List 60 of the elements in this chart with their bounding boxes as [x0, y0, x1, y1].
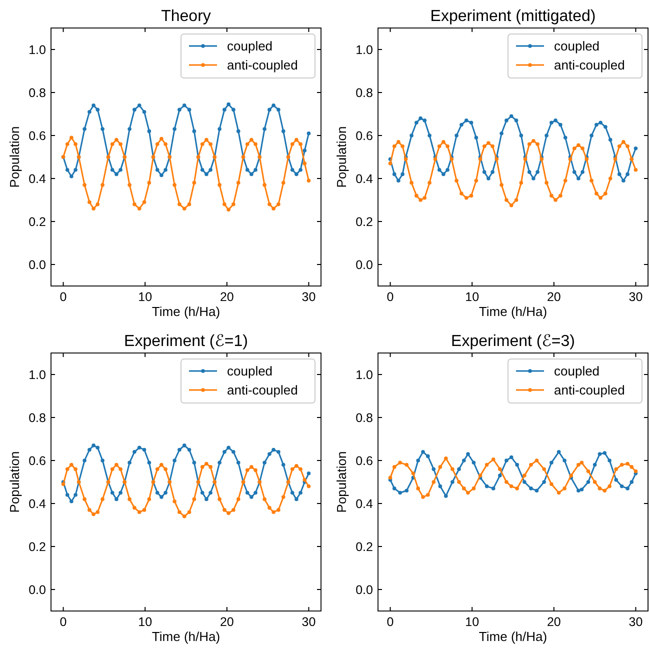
x-tick-label: 10 — [138, 290, 152, 304]
chart-title: Theory — [161, 8, 211, 25]
y-tick-label: 1.0 — [356, 368, 374, 382]
x-tick-label: 0 — [386, 615, 394, 629]
y-tick-label: 0.4 — [356, 496, 374, 511]
x-axis-title: Time (h/Ha) — [478, 629, 548, 644]
x-tick-label: 30 — [302, 615, 316, 629]
y-axis-title: Population — [334, 451, 349, 513]
y-tick-label: 0.8 — [356, 86, 374, 100]
y-tick-label: 0.6 — [28, 128, 46, 143]
x-tick-label: 20 — [546, 290, 561, 304]
y-tick-label: 0.6 — [356, 128, 374, 143]
y-tick-label: 0.0 — [28, 582, 46, 597]
y-tick-label: 0.6 — [356, 454, 374, 468]
x-tick-label: 0 — [386, 290, 394, 304]
y-tick-label: 1.0 — [28, 42, 46, 57]
x-axis-title: Time (h/Ha) — [152, 629, 220, 644]
chart-title: Experiment (ℰ=1) — [124, 333, 248, 350]
legend-label: anti-coupled — [554, 58, 625, 72]
y-tick-label: 0.8 — [28, 86, 46, 100]
legend-label: coupled — [554, 38, 600, 54]
legend-label: coupled — [227, 364, 273, 378]
y-tick-label: 0.2 — [356, 214, 374, 229]
y-tick-label: 0.4 — [28, 496, 46, 511]
chart-title: Experiment (mittigated) — [430, 8, 596, 25]
y-tick-label: 0.4 — [356, 172, 374, 186]
y-axis-title: Population — [7, 126, 22, 188]
y-tick-label: 0.8 — [28, 410, 46, 425]
y-tick-label: 0.0 — [356, 258, 374, 272]
x-tick-label: 20 — [546, 615, 561, 629]
y-tick-label: 0.0 — [28, 258, 46, 272]
x-tick-label: 0 — [60, 290, 67, 304]
legend-label: anti-coupled — [227, 58, 298, 72]
y-tick-label: 0.2 — [28, 214, 46, 229]
x-tick-label: 10 — [465, 615, 480, 629]
y-tick-label: 0.2 — [356, 540, 374, 554]
legend-label: coupled — [227, 38, 273, 54]
x-axis-title: Time (h/Ha) — [478, 304, 548, 319]
y-tick-label: 0.4 — [28, 172, 46, 186]
y-tick-label: 0.2 — [28, 540, 46, 554]
x-axis-title: Time (h/Ha) — [152, 304, 220, 319]
y-tick-label: 0.0 — [356, 582, 374, 597]
y-axis-title: Population — [334, 126, 349, 188]
y-tick-label: 0.6 — [28, 454, 46, 468]
x-tick-label: 10 — [138, 615, 152, 629]
legend-label: anti-coupled — [554, 382, 625, 398]
x-tick-label: 10 — [465, 290, 480, 304]
x-tick-label: 30 — [628, 615, 643, 629]
legend-label: anti-coupled — [227, 382, 298, 398]
x-tick-label: 20 — [220, 615, 234, 629]
x-tick-label: 20 — [220, 290, 234, 304]
y-tick-label: 0.8 — [356, 410, 374, 425]
x-tick-label: 30 — [302, 290, 316, 304]
chart-title: Experiment (ℰ=3) — [451, 333, 575, 350]
y-axis-title: Population — [7, 451, 22, 513]
y-tick-label: 1.0 — [28, 368, 46, 382]
x-tick-label: 0 — [60, 615, 67, 629]
y-tick-label: 1.0 — [356, 42, 374, 57]
x-tick-label: 30 — [628, 290, 643, 304]
legend-label: coupled — [554, 364, 600, 378]
